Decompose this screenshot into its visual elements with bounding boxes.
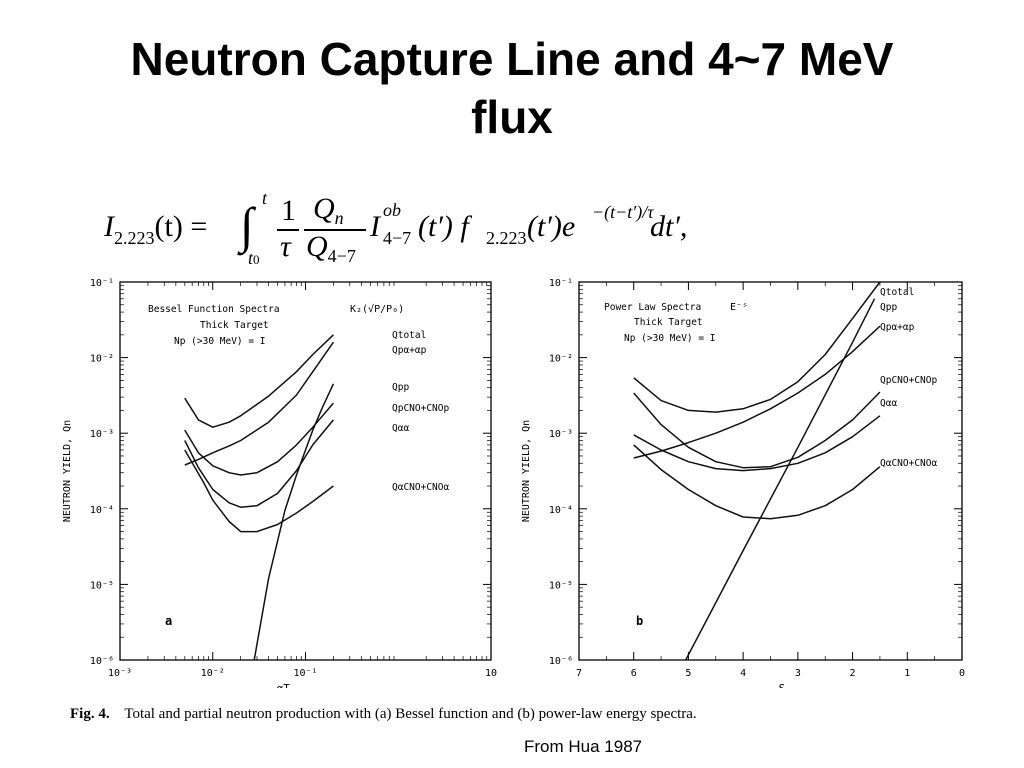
series-line: [633, 325, 881, 459]
annotation-line: Np (>30 MeV) = I: [174, 336, 266, 347]
x-tick-label: 1: [904, 668, 910, 679]
y-tick-label: 10⁻⁶: [90, 656, 114, 667]
equation-term-1-sup: ob: [383, 200, 401, 220]
series-label: QαCNO+CNOα: [392, 482, 449, 493]
series-label: Qtotal: [392, 330, 426, 341]
y-tick-label: 10⁻¹: [549, 278, 573, 289]
series-line: [184, 402, 334, 476]
fraction-1-bar: [277, 229, 299, 231]
equation: I2.223(t) = ∫ t t0 1 τ Qn Q4−7 I ob 4−7 …: [104, 186, 704, 272]
caption-text: Total and partial neutron production wit…: [124, 706, 697, 722]
equation-term-1-sub: 4−7: [383, 228, 412, 248]
equation-tail: dt′,: [650, 210, 688, 243]
y-tick-label: 10⁻⁴: [549, 505, 573, 516]
integral-upper-limit: t: [262, 188, 268, 208]
figure-caption: Fig. 4. Total and partial neutron produc…: [70, 706, 970, 723]
series-label: Qpp: [880, 302, 897, 313]
series-label: Qαα: [880, 398, 897, 409]
series-line: [184, 419, 334, 508]
series-line: [633, 281, 881, 413]
annotation-line: Np (>30 MeV) = I: [624, 333, 716, 344]
y-tick-label: 10⁻³: [549, 429, 573, 440]
annotation-formula: K₂(√P/P₀): [350, 303, 404, 315]
y-tick-label: 10⁻⁴: [90, 505, 114, 516]
x-tick-label: 5: [685, 668, 691, 679]
x-tick-label: 10⁻³: [108, 668, 132, 679]
chart-svg: 10⁻¹ 10⁻² 10⁻³ 10⁻⁴ 10⁻⁵ 10⁻⁶7 6 5 4 3 2 1 0 S NEUTRON…: [521, 278, 965, 688]
y-tick-label: 10⁻⁵: [549, 580, 573, 591]
annotation-line: Bessel Function Spectra: [148, 304, 280, 315]
series-label: QαCNO+CNOα: [880, 458, 937, 469]
x-tick-label: 10⁻¹: [293, 668, 317, 679]
chart-panel-a: 10⁻¹10⁻²10⁻³10⁻⁴10⁻⁵10⁻⁶10⁻³10⁻²10⁻¹10αT…: [50, 268, 500, 688]
slide-title-line-2: flux: [471, 91, 553, 143]
y-tick-label: 10⁻²: [549, 354, 573, 365]
series-label: Qpα+αp: [392, 345, 427, 356]
x-tick-label: 2: [850, 668, 856, 679]
equation-exponent: −(t−t′)/τ: [592, 202, 654, 222]
fraction-2-bar: [304, 229, 366, 231]
series-label: Qpα+αp: [880, 322, 915, 333]
series-label: Qtotal: [880, 287, 914, 298]
y-axis-label: NEUTRON YIELD, Qn: [62, 420, 73, 522]
series-line: [633, 391, 881, 469]
series-label: Qαα: [392, 423, 409, 434]
y-tick-label: 10⁻¹: [90, 278, 114, 289]
y-tick-label: 10⁻³: [90, 429, 114, 440]
integral-sign: ∫: [240, 197, 254, 253]
fraction-1-numerator: 1: [281, 194, 296, 227]
x-axis-label: αT: [277, 682, 291, 688]
equation-lhs: I2.223(t) =: [104, 210, 208, 248]
series-label: QpCNO+CNOp: [880, 375, 937, 386]
chart-panel-b: 10⁻¹ 10⁻² 10⁻³ 10⁻⁴ 10⁻⁵ 10⁻⁶7 6 5 4 3 2 1 0 S NEUTRON…: [512, 268, 972, 688]
x-tick-label: 6: [631, 668, 637, 679]
equation-term-2-arg: (t′)e: [527, 210, 576, 243]
y-tick-label: 10⁻²: [90, 354, 114, 365]
chart-svg: 10⁻¹10⁻²10⁻³10⁻⁴10⁻⁵10⁻⁶10⁻³10⁻²10⁻¹10αT…: [62, 278, 497, 688]
series-label: QpCNO+CNOp: [392, 403, 449, 414]
series-line: [184, 449, 334, 533]
slide-title-line-1: Neutron Capture Line and 4~7 MeV: [130, 33, 894, 85]
x-tick-label: 3: [795, 668, 801, 679]
y-axis-label: NEUTRON YIELD, Qn: [521, 420, 532, 522]
x-tick-label: 10: [485, 668, 497, 679]
series-line: [685, 298, 876, 661]
series-line: [253, 383, 335, 661]
y-tick-label: 10⁻⁶: [549, 656, 573, 667]
slide-title: Neutron Capture Line and 4~7 MeV flux: [62, 30, 962, 146]
panel-letter: b: [636, 614, 643, 628]
annotation-line: Thick Target: [200, 320, 269, 331]
fraction-2-denominator: Q4−7: [306, 230, 356, 266]
fraction-1-denominator: τ: [280, 230, 291, 263]
x-axis-label: S: [779, 682, 786, 688]
equation-term-2-sub: 2.223: [486, 228, 527, 248]
annotation-line: Thick Target: [634, 317, 703, 328]
fraction-2-numerator: Qn: [313, 192, 344, 228]
annotation-line: Power Law Spectra: [604, 302, 701, 313]
annotation-formula: E⁻ˢ: [730, 302, 748, 313]
x-tick-label: 0: [959, 668, 965, 679]
x-tick-label: 4: [740, 668, 746, 679]
series-line: [633, 415, 881, 472]
y-tick-label: 10⁻⁵: [90, 580, 114, 591]
series-line: [184, 334, 334, 428]
series-line: [633, 444, 881, 520]
integral-lower-limit: t0: [248, 248, 260, 268]
source-note: From Hua 1987: [524, 737, 643, 756]
equation-term-1-arg: (t′) f: [418, 210, 469, 243]
caption-label: Fig. 4.: [70, 706, 110, 722]
x-tick-label: 10⁻²: [201, 668, 225, 679]
x-tick-label: 7: [576, 668, 582, 679]
panel-letter: a: [165, 614, 172, 628]
series-label: Qpp: [392, 382, 409, 393]
equation-term-1: I: [370, 210, 380, 243]
